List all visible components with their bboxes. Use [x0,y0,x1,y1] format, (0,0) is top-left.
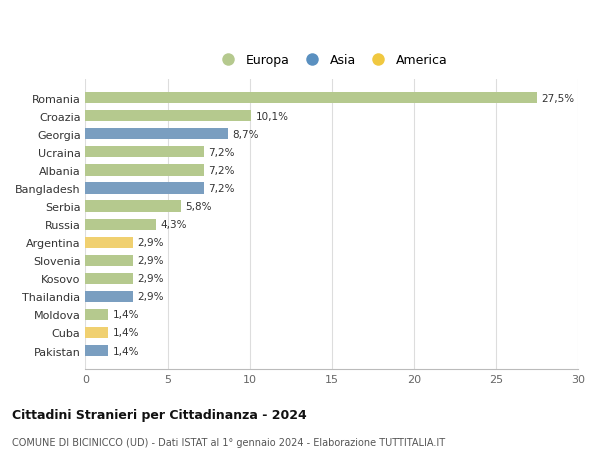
Text: COMUNE DI BICINICCO (UD) - Dati ISTAT al 1° gennaio 2024 - Elaborazione TUTTITAL: COMUNE DI BICINICCO (UD) - Dati ISTAT al… [12,437,445,447]
Text: 1,4%: 1,4% [113,328,139,338]
Text: 5,8%: 5,8% [185,202,211,212]
Bar [85,273,133,284]
Bar [85,201,181,212]
Text: Cittadini Stranieri per Cittadinanza - 2024: Cittadini Stranieri per Cittadinanza - 2… [12,408,307,421]
Bar [85,237,133,248]
Text: 7,2%: 7,2% [208,184,234,194]
Bar [85,255,133,266]
Bar [85,147,203,158]
Legend: Europa, Asia, America: Europa, Asia, America [216,54,448,67]
Text: 2,9%: 2,9% [137,238,164,248]
Bar [85,111,251,122]
Bar [85,327,109,338]
Text: 2,9%: 2,9% [137,292,164,302]
Bar [85,219,156,230]
Text: 1,4%: 1,4% [113,310,139,320]
Bar [85,345,109,356]
Text: 4,3%: 4,3% [160,220,187,230]
Bar [85,93,537,104]
Text: 2,9%: 2,9% [137,274,164,284]
Text: 10,1%: 10,1% [256,112,289,122]
Bar [85,165,203,176]
Bar [85,291,133,302]
Bar [85,129,229,140]
Text: 1,4%: 1,4% [113,346,139,356]
Text: 7,2%: 7,2% [208,166,234,175]
Bar [85,183,203,194]
Text: 2,9%: 2,9% [137,256,164,266]
Text: 27,5%: 27,5% [541,94,574,103]
Bar [85,309,109,320]
Text: 7,2%: 7,2% [208,147,234,157]
Text: 8,7%: 8,7% [232,129,259,140]
